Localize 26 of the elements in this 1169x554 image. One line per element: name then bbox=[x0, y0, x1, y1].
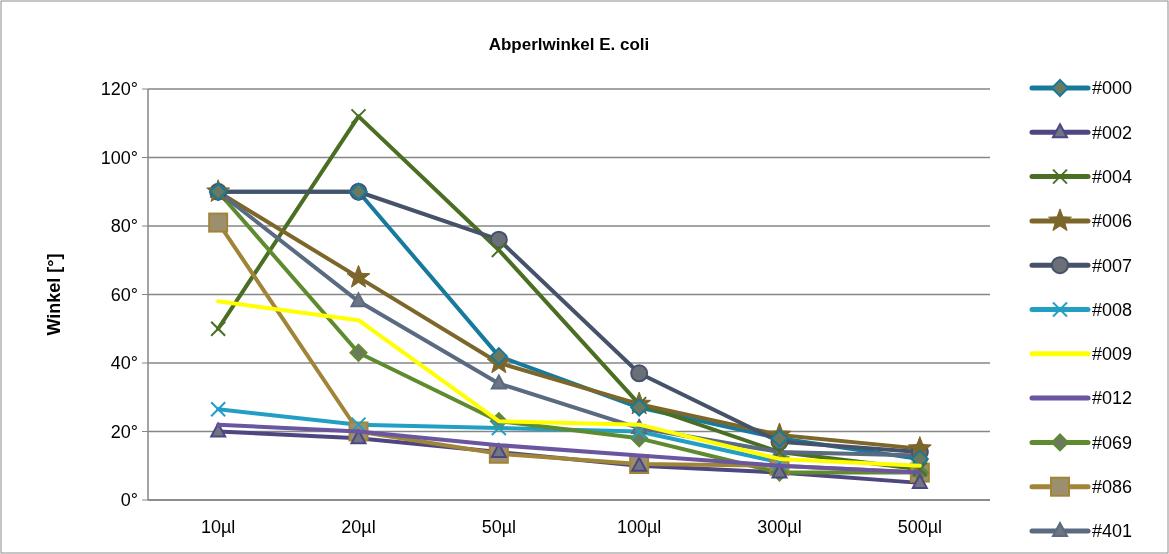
y-axis-title: Winkel [°] bbox=[44, 253, 64, 336]
legend-label: #401 bbox=[1092, 521, 1133, 542]
x-tick-label: 500µl bbox=[897, 517, 943, 537]
y-tick-label: 100° bbox=[100, 147, 138, 168]
y-tick-label: 80° bbox=[110, 216, 138, 237]
legend-label: #069 bbox=[1092, 432, 1133, 453]
y-tick-label: 120° bbox=[100, 79, 138, 100]
legend-label: #009 bbox=[1092, 344, 1133, 365]
x-tick-label: 300µl bbox=[757, 517, 802, 537]
chart-title: Abperlwinkel E. coli bbox=[488, 35, 650, 54]
legend-label: #012 bbox=[1092, 388, 1133, 409]
y-tick-label: 60° bbox=[110, 284, 138, 305]
y-tick-label: 40° bbox=[110, 353, 138, 374]
legend-label: #007 bbox=[1092, 255, 1133, 276]
x-tick-label: 100µl bbox=[616, 517, 662, 537]
legend-label: #008 bbox=[1092, 299, 1133, 320]
x-tick-label: 10µl bbox=[200, 517, 236, 537]
legend-label: #002 bbox=[1092, 122, 1133, 143]
y-tick-label: 0° bbox=[120, 490, 138, 511]
x-tick-label: 50µl bbox=[481, 517, 517, 537]
y-tick-label: 20° bbox=[110, 421, 138, 442]
legend-label: #004 bbox=[1092, 166, 1133, 187]
legend-label: #000 bbox=[1092, 78, 1133, 99]
legend-label: #086 bbox=[1092, 477, 1133, 497]
x-tick-label: 20µl bbox=[341, 517, 376, 537]
legend-label: #006 bbox=[1092, 211, 1133, 232]
